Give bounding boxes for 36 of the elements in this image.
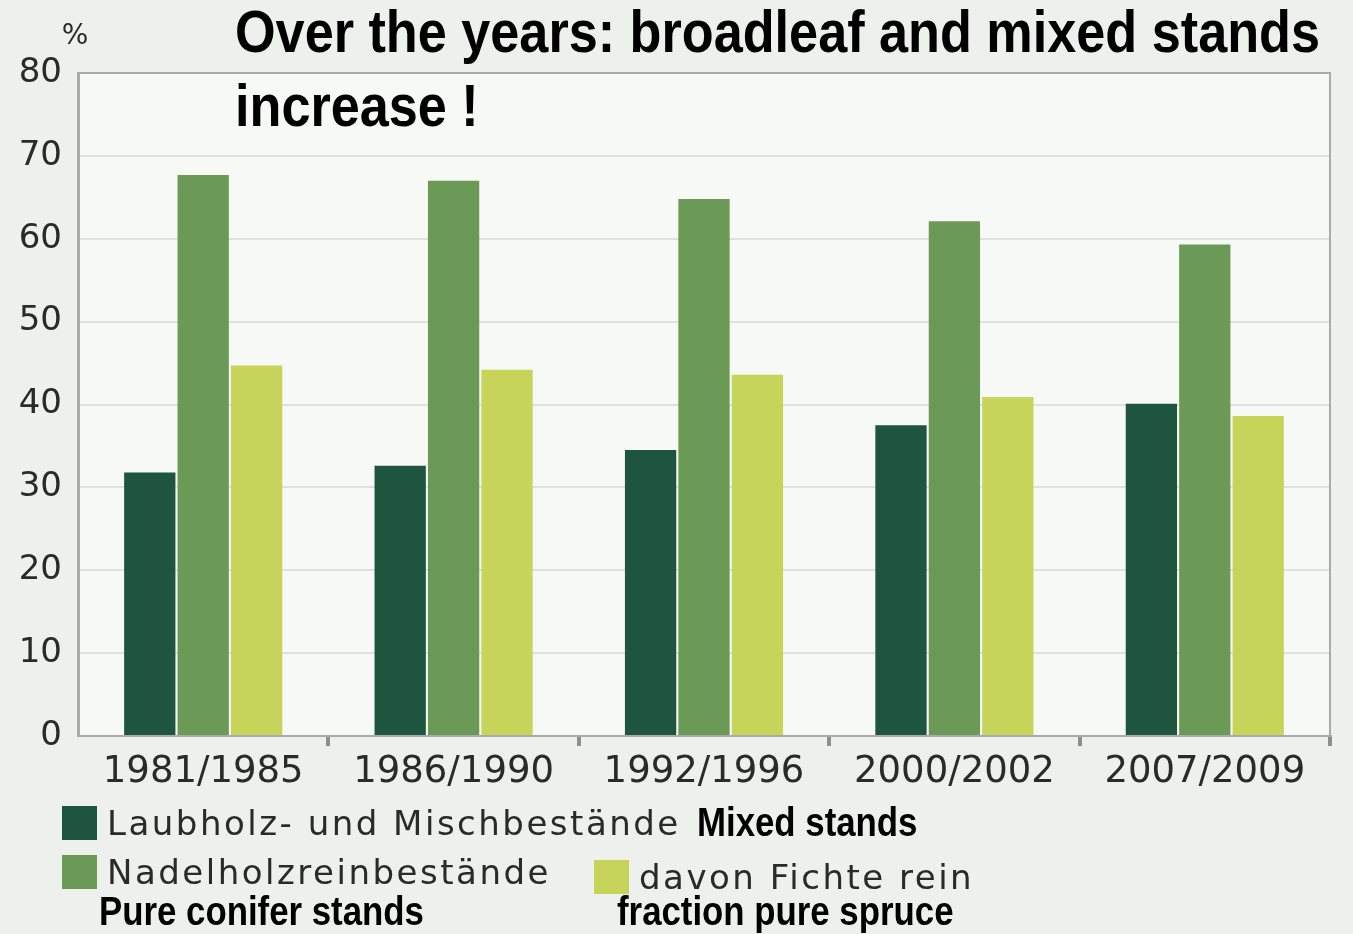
bar bbox=[1179, 244, 1231, 735]
bar bbox=[427, 180, 480, 735]
x-tick-label: 2007/2009 bbox=[1104, 747, 1306, 791]
x-tick-label: 2000/2002 bbox=[854, 747, 1055, 791]
bar bbox=[124, 472, 176, 735]
y-tick-label: 30 bbox=[18, 464, 62, 505]
y-tick-label: 40 bbox=[18, 381, 62, 422]
bar bbox=[230, 365, 283, 735]
bar bbox=[481, 369, 533, 735]
bar bbox=[177, 174, 229, 735]
text: Mixed stands bbox=[697, 800, 918, 844]
text: Pure conifer stands bbox=[99, 889, 424, 933]
y-tick-label: 50 bbox=[18, 298, 62, 339]
x-tick-label: 1981/1985 bbox=[102, 747, 304, 791]
bar bbox=[1125, 403, 1178, 735]
bar bbox=[875, 425, 927, 735]
y-tick-label: 20 bbox=[18, 547, 62, 588]
x-tick-label: 1992/1996 bbox=[603, 747, 805, 791]
bar bbox=[928, 221, 981, 735]
bar bbox=[731, 374, 784, 735]
bar bbox=[678, 198, 730, 735]
legend-label: Laubholz- und Mischbestände bbox=[107, 803, 681, 843]
bar bbox=[624, 450, 677, 735]
y-tick-label: 80 bbox=[18, 49, 62, 90]
y-axis-title: % bbox=[61, 18, 89, 51]
y-tick-label: 10 bbox=[18, 629, 62, 670]
legend-label: Nadelholzreinbestände bbox=[107, 852, 551, 892]
y-tick-label: 60 bbox=[18, 215, 62, 256]
x-tick-label: 1986/1990 bbox=[353, 747, 554, 791]
bar bbox=[1232, 416, 1284, 735]
y-tick-label: 0 bbox=[40, 712, 62, 753]
bar bbox=[374, 465, 426, 735]
bar bbox=[982, 397, 1034, 735]
text: fraction pure spruce bbox=[617, 889, 954, 933]
y-tick-label: 70 bbox=[18, 132, 62, 173]
chart-title: Over the years: broadleaf and mixed stands increase ! bbox=[235, 0, 1321, 141]
